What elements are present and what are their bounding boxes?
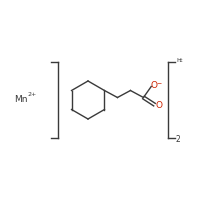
Text: O: O <box>155 101 162 110</box>
Text: −: − <box>157 80 162 85</box>
Text: O: O <box>151 81 158 90</box>
Text: ht: ht <box>176 58 182 64</box>
Text: Mn: Mn <box>14 96 28 104</box>
Text: 2+: 2+ <box>28 92 37 98</box>
Text: 2: 2 <box>176 136 181 144</box>
